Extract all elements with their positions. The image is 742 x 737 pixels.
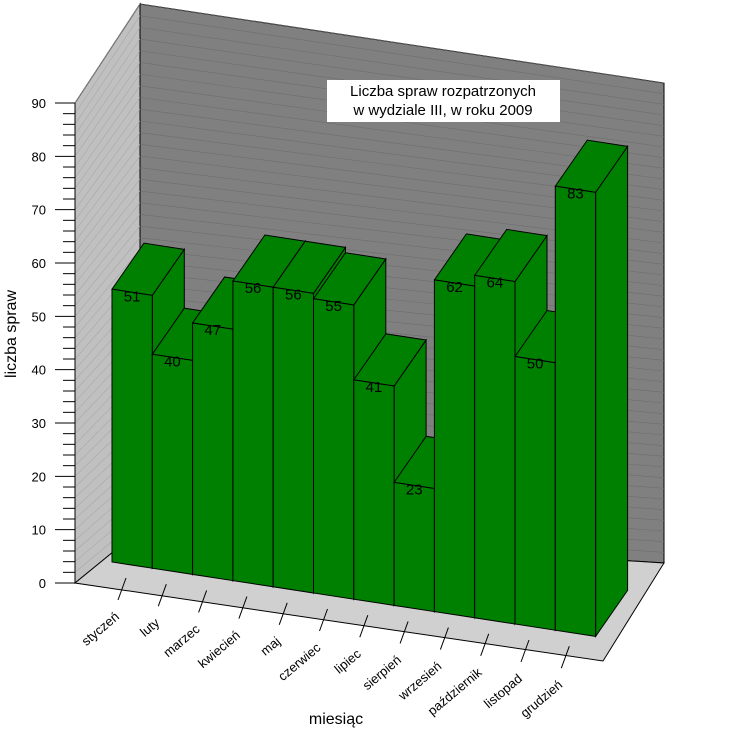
bar-front-face <box>554 185 597 637</box>
back-wall-line <box>139 38 665 116</box>
y-tick-label: 50 <box>32 309 46 324</box>
x-tick-label-7: lipiec <box>331 646 364 677</box>
x-tick-label-1: styczeń <box>79 609 122 649</box>
chart-title-line-1: Liczba spraw rozpatrzonych <box>350 83 536 100</box>
side-wall-line <box>74 144 141 232</box>
side-wall-line <box>74 179 141 264</box>
x-tick <box>198 590 208 613</box>
bar-front-face <box>474 274 516 625</box>
value-label-5: 56 <box>285 286 302 303</box>
y-tick-label: 80 <box>32 149 46 164</box>
x-tick <box>399 621 409 644</box>
x-tick <box>157 584 167 607</box>
y-tick-label: 30 <box>32 416 46 431</box>
side-wall-line <box>74 225 141 306</box>
y-axis-ticks <box>55 102 75 584</box>
back-wall-line <box>139 15 665 94</box>
side-wall-line <box>74 85 141 178</box>
side-wall-line <box>74 132 141 221</box>
x-tick <box>238 596 248 619</box>
value-label-4: 56 <box>245 280 262 297</box>
value-label-8: 23 <box>406 481 423 498</box>
y-tick-label: 40 <box>32 363 46 378</box>
value-label-6: 55 <box>325 298 342 315</box>
side-wall-line <box>74 3 141 104</box>
bar-front-face <box>192 322 234 582</box>
y-tick-label: 90 <box>32 96 46 111</box>
chart-title-line-2: w wydziale III, w roku 2009 <box>352 102 532 119</box>
side-wall-line <box>74 50 141 146</box>
x-tick <box>278 602 288 625</box>
y-axis-tick-labels: 0 10 20 30 40 50 60 70 80 90 <box>32 96 46 591</box>
x-tick-label-5: maj <box>257 634 283 659</box>
back-wall-line <box>139 3 665 84</box>
bar-front-face <box>433 279 476 619</box>
value-label-10: 64 <box>487 275 504 292</box>
bar-front-face <box>232 280 274 588</box>
y-tick-label: 70 <box>32 203 46 218</box>
value-label-2: 40 <box>164 353 181 370</box>
y-axis-title: liczba spraw <box>3 290 20 378</box>
x-axis-title: miesiąc <box>309 711 363 728</box>
side-wall-line <box>74 109 141 200</box>
side-wall-line <box>74 155 141 242</box>
y-tick-label: 0 <box>39 576 46 591</box>
x-tick-label-12: grudzień <box>517 677 565 721</box>
x-tick <box>117 577 127 601</box>
x-tick-label-8: sierpień <box>360 652 405 693</box>
bar-front-face <box>393 481 435 613</box>
floor-ticks <box>117 577 570 669</box>
side-wall-line <box>74 249 141 328</box>
value-label-3: 47 <box>204 322 221 339</box>
bar-front-face <box>111 288 153 569</box>
x-tick <box>359 615 369 638</box>
side-wall-line <box>74 38 141 136</box>
x-tick-label-2: luty <box>137 615 163 640</box>
x-tick-label-4: kwiecień <box>195 627 243 671</box>
bar-12 <box>554 139 629 638</box>
side-wall-line <box>74 97 141 189</box>
x-tick <box>439 627 449 650</box>
x-tick <box>520 639 530 663</box>
value-labels: 51 40 47 56 56 55 41 23 62 64 50 83 <box>124 185 584 498</box>
side-wall-line <box>74 214 141 296</box>
bar-front-face <box>272 286 314 594</box>
value-label-9: 62 <box>446 279 463 296</box>
bars <box>111 139 629 638</box>
y-tick-label: 10 <box>32 523 46 538</box>
value-label-7: 41 <box>366 379 383 396</box>
side-wall-line <box>74 15 141 114</box>
side-wall-line <box>74 167 141 253</box>
title-box <box>327 80 560 122</box>
side-wall-line <box>74 73 141 168</box>
side-wall-line <box>74 202 141 285</box>
side-wall-line <box>74 27 141 125</box>
value-label-1: 51 <box>124 288 141 305</box>
bar-front-face <box>353 379 395 606</box>
side-wall-line <box>74 120 141 210</box>
x-tick <box>480 633 490 656</box>
bar-front-face <box>151 353 194 575</box>
x-tick <box>560 646 570 669</box>
y-tick-label: 20 <box>32 469 46 484</box>
side-wall-line <box>74 237 141 317</box>
bar-side-face <box>595 144 629 638</box>
bar-front-face <box>313 298 355 600</box>
y-tick-label: 60 <box>32 256 46 271</box>
x-tick-label-6: czerwiec <box>275 639 324 683</box>
x-tick <box>319 608 328 632</box>
side-wall-line <box>74 62 141 157</box>
back-wall-line <box>139 27 665 105</box>
side-wall-line <box>74 190 141 274</box>
x-tick-label-3: marzec <box>160 621 203 660</box>
value-label-11: 50 <box>527 356 544 373</box>
bar-front-face <box>514 355 556 631</box>
value-label-12: 83 <box>567 185 584 202</box>
x-tick-label-11: listopad <box>481 671 525 711</box>
